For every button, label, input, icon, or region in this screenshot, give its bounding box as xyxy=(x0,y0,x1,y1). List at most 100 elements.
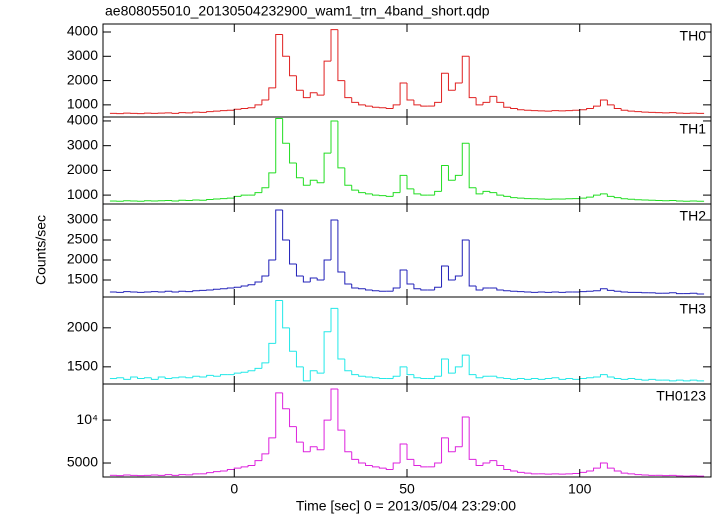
step xyxy=(261,99,269,105)
step xyxy=(392,104,401,109)
step xyxy=(337,120,345,169)
step xyxy=(413,188,421,195)
step xyxy=(413,374,421,379)
step xyxy=(371,376,380,379)
step xyxy=(517,470,525,473)
step xyxy=(475,187,483,195)
step xyxy=(316,180,325,184)
step xyxy=(627,378,635,380)
step xyxy=(123,377,131,380)
step xyxy=(461,416,470,447)
step xyxy=(316,278,325,281)
step xyxy=(254,104,262,108)
step xyxy=(392,375,401,379)
step xyxy=(178,199,186,202)
step xyxy=(323,331,331,374)
step xyxy=(358,102,366,106)
step xyxy=(461,142,470,176)
step xyxy=(503,465,511,471)
y-tick-label: 3000 xyxy=(67,211,98,227)
step xyxy=(254,192,262,196)
step xyxy=(344,359,352,372)
step xyxy=(599,99,608,107)
step xyxy=(130,376,138,380)
step xyxy=(468,417,477,460)
step xyxy=(399,174,407,193)
step xyxy=(351,451,359,460)
step xyxy=(530,378,539,380)
step xyxy=(275,209,283,260)
step xyxy=(558,377,566,380)
step xyxy=(275,392,283,438)
y-tick-label: 2000 xyxy=(67,251,98,267)
step xyxy=(371,290,380,292)
step xyxy=(475,459,483,467)
step xyxy=(634,473,642,476)
step xyxy=(447,165,456,181)
step xyxy=(599,374,608,377)
step xyxy=(192,473,200,475)
step xyxy=(593,467,601,471)
step xyxy=(351,97,359,103)
step xyxy=(447,266,456,281)
step xyxy=(572,378,580,380)
step xyxy=(261,187,269,193)
step xyxy=(157,376,166,380)
step xyxy=(123,291,131,293)
step xyxy=(185,376,193,379)
step xyxy=(454,446,463,452)
step xyxy=(599,462,608,469)
step xyxy=(406,366,414,376)
step xyxy=(461,239,470,276)
step xyxy=(164,474,173,476)
step xyxy=(268,87,276,101)
step xyxy=(330,388,338,421)
step xyxy=(696,380,705,382)
step xyxy=(143,377,152,379)
step xyxy=(399,269,407,288)
panel-label: TH0123 xyxy=(656,388,706,404)
step xyxy=(620,291,629,293)
step xyxy=(233,372,242,375)
panel-label: TH3 xyxy=(680,301,707,317)
x-tick-label: 50 xyxy=(399,481,415,497)
step xyxy=(468,143,477,189)
step xyxy=(282,34,290,57)
step xyxy=(289,240,297,265)
y-tick-label: 4000 xyxy=(67,112,98,128)
step xyxy=(482,101,490,105)
step xyxy=(206,374,214,377)
step xyxy=(599,288,608,291)
step xyxy=(178,290,186,292)
step xyxy=(468,240,477,287)
step xyxy=(275,117,283,173)
panel-frame xyxy=(102,116,712,205)
step xyxy=(240,371,249,374)
step xyxy=(496,288,504,291)
step xyxy=(634,378,642,380)
step xyxy=(447,73,456,91)
step xyxy=(434,101,442,107)
step xyxy=(551,377,559,379)
x-tick-label: 0 xyxy=(230,481,238,497)
y-tick-label: 1000 xyxy=(67,96,98,112)
chart-title: ae808055010_20130504232900_wam1_trn_4ban… xyxy=(105,3,490,19)
step xyxy=(337,389,345,431)
step xyxy=(302,276,311,283)
step xyxy=(613,104,622,110)
step xyxy=(378,466,387,469)
step xyxy=(192,111,200,113)
step xyxy=(627,110,635,112)
step xyxy=(385,195,394,197)
step xyxy=(323,259,331,280)
step xyxy=(254,460,262,466)
step xyxy=(613,468,622,472)
panel-frame xyxy=(102,383,712,478)
step xyxy=(282,392,290,410)
step xyxy=(606,193,615,197)
step xyxy=(309,446,318,452)
step xyxy=(371,106,380,108)
step xyxy=(613,196,622,199)
step xyxy=(295,264,304,277)
